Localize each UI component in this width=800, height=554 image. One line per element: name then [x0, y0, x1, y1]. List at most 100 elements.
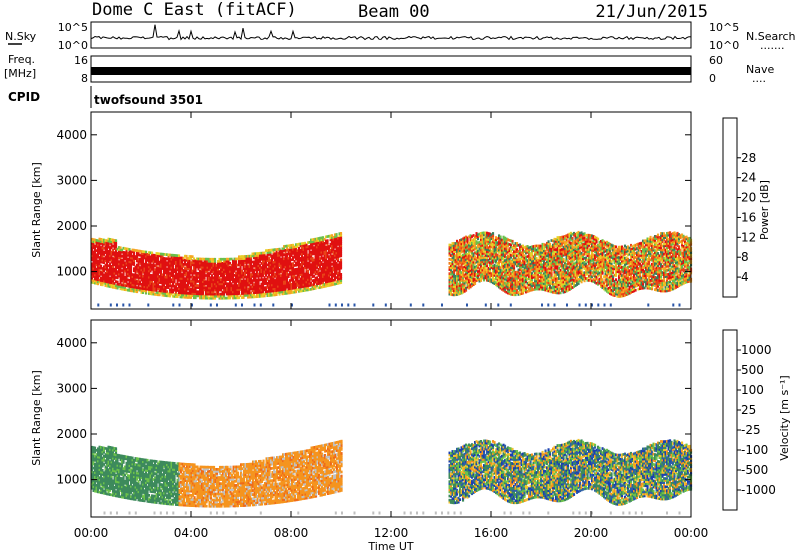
echo-cell — [281, 282, 284, 285]
echo-cell — [502, 260, 505, 263]
echo-cell — [307, 274, 310, 277]
echo-cell — [543, 284, 546, 287]
echo-cell — [504, 244, 507, 248]
echo-cell — [549, 281, 552, 285]
echo-cell — [265, 263, 268, 267]
echo-cell — [331, 277, 334, 280]
echo-cell — [558, 242, 561, 245]
echo-cell — [146, 263, 149, 266]
echo-cell — [489, 267, 492, 271]
echo-cell — [547, 281, 550, 285]
echo-cell — [332, 242, 335, 245]
echo-cell — [505, 284, 508, 288]
echo-cell — [134, 286, 137, 289]
echo-cell — [124, 257, 127, 261]
echo-cell — [293, 288, 296, 292]
echo-cell — [214, 296, 217, 300]
echo-cell — [329, 250, 332, 254]
echo-cell — [211, 288, 214, 292]
echo-cell — [176, 287, 179, 290]
echo-cell — [292, 272, 295, 276]
echo-cell — [139, 253, 142, 257]
echo-cell — [337, 236, 340, 240]
echo-cell — [251, 285, 254, 289]
echo-cell — [167, 278, 170, 281]
echo-cell — [558, 246, 561, 250]
echo-cell — [113, 251, 116, 254]
echo-cell — [489, 247, 492, 250]
echo-cell — [238, 290, 241, 293]
echo-cell — [326, 235, 329, 238]
echo-cell — [271, 267, 274, 270]
echo-cell — [175, 260, 178, 263]
echo-cell — [310, 244, 313, 248]
echo-cell — [475, 256, 478, 260]
echo-cell — [238, 263, 241, 267]
echo-cell — [287, 260, 290, 264]
echo-cell — [559, 260, 562, 264]
echo-cell — [148, 267, 151, 271]
echo-cell — [544, 288, 547, 292]
echo-cell — [148, 255, 151, 258]
echo-cell — [323, 252, 326, 255]
echo-cell — [275, 283, 278, 286]
echo-cell — [218, 270, 221, 273]
echo-cell — [459, 278, 462, 281]
echo-cell — [181, 287, 184, 291]
echo-cell — [304, 245, 307, 249]
echo-cell — [335, 268, 338, 271]
echo-cell — [221, 284, 224, 288]
echo-cell — [251, 293, 254, 297]
echo-cell — [115, 276, 118, 279]
echo-cell — [495, 273, 498, 276]
echo-cell — [457, 288, 460, 292]
echo-cell — [272, 275, 275, 278]
echo-cell — [466, 253, 469, 256]
echo-cell — [559, 281, 562, 284]
echo-cell — [547, 260, 550, 264]
echo-cell — [543, 269, 546, 273]
echo-cell — [448, 290, 451, 294]
echo-cell — [296, 257, 299, 261]
echo-cell — [489, 279, 492, 283]
echo-cell — [91, 258, 94, 262]
echo-cell — [194, 290, 197, 293]
echo-cell — [97, 255, 100, 259]
echo-cell — [149, 257, 152, 261]
echo-cell — [241, 273, 244, 277]
echo-cell — [535, 285, 538, 289]
echo-cell — [212, 280, 215, 284]
echo-cell — [453, 242, 456, 245]
echo-cell — [320, 263, 323, 266]
echo-cell — [537, 261, 540, 264]
echo-cell — [323, 285, 326, 288]
echo-cell — [501, 277, 504, 281]
echo-cell — [176, 256, 179, 259]
echo-cell — [269, 294, 272, 297]
echo-cell — [253, 264, 256, 268]
echo-cell — [205, 282, 208, 286]
echo-cell — [197, 294, 200, 298]
echo-cell — [337, 277, 340, 281]
echo-cell — [151, 251, 154, 255]
echo-cell — [175, 272, 178, 276]
echo-cell — [125, 253, 128, 257]
echo-cell — [561, 239, 564, 243]
echo-cell — [115, 272, 118, 275]
echo-cell — [205, 292, 208, 296]
echo-cell — [477, 235, 480, 238]
echo-cell — [316, 270, 319, 273]
echo-cell — [199, 269, 202, 273]
echo-cell — [457, 286, 460, 290]
echo-cell — [313, 268, 316, 272]
echo-cell — [142, 285, 145, 288]
echo-cell — [128, 280, 131, 284]
echo-cell — [163, 269, 166, 273]
echo-cell — [498, 242, 501, 246]
echo-cell — [508, 282, 511, 285]
echo-cell — [247, 273, 250, 277]
echo-cell — [140, 256, 143, 259]
echo-cell — [262, 294, 265, 298]
echo-cell — [130, 270, 133, 274]
echo-cell — [283, 273, 286, 277]
